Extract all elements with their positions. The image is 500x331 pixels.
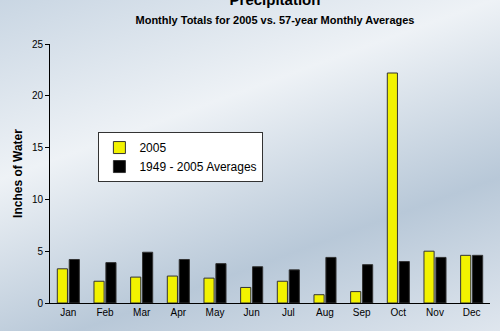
- svg-text:1949 - 2005 Averages: 1949 - 2005 Averages: [139, 160, 256, 174]
- svg-text:Jun: Jun: [244, 307, 260, 318]
- svg-text:25: 25: [32, 39, 44, 50]
- svg-text:5: 5: [37, 246, 43, 257]
- svg-text:PrecipitationMonthly Totals fo: PrecipitationMonthly Totals for 2005 vs.…: [136, 0, 415, 26]
- svg-text:Jul: Jul: [282, 307, 295, 318]
- svg-text:Jan: Jan: [60, 307, 76, 318]
- svg-text:Inches of Water: Inches of Water: [11, 129, 25, 218]
- svg-text:Oct: Oct: [391, 307, 407, 318]
- svg-text:Nov: Nov: [426, 307, 444, 318]
- svg-text:May: May: [206, 307, 225, 318]
- svg-text:Dec: Dec: [463, 307, 481, 318]
- svg-text:10: 10: [32, 194, 44, 205]
- svg-text:20: 20: [32, 90, 44, 101]
- svg-text:Feb: Feb: [96, 307, 114, 318]
- svg-text:Sep: Sep: [353, 307, 371, 318]
- svg-text:0: 0: [37, 298, 43, 309]
- svg-text:Mar: Mar: [133, 307, 151, 318]
- svg-text:Aug: Aug: [316, 307, 334, 318]
- svg-text:Apr: Apr: [171, 307, 187, 318]
- svg-text:2005: 2005: [139, 141, 166, 155]
- svg-text:15: 15: [32, 142, 44, 153]
